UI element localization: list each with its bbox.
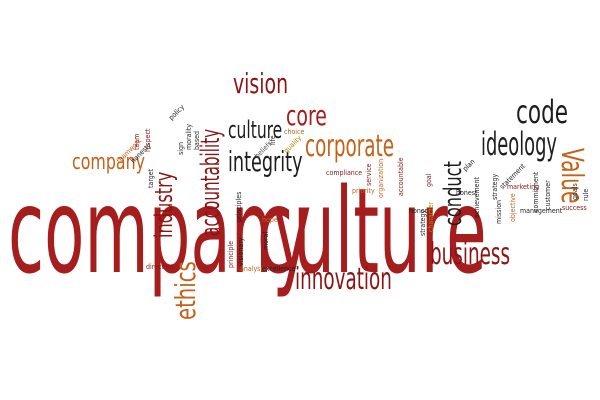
word-culture-small: culture	[228, 116, 283, 144]
word-corporate: corporate	[305, 129, 395, 164]
word-choice: choice	[284, 128, 305, 136]
word-sign: sign	[177, 141, 185, 155]
word-vision: vision	[233, 67, 289, 100]
word-commitment: commitment	[532, 171, 540, 212]
word-visionary: visionary	[237, 237, 245, 266]
word-rule: rule	[582, 188, 590, 201]
word-ideology: ideology	[481, 125, 557, 163]
word-industry: industry	[150, 171, 178, 238]
word-accountability: accountability	[196, 128, 226, 236]
word-life: life	[269, 135, 277, 145]
word-ethics: ethics	[169, 261, 202, 320]
word-objective: objective	[509, 193, 517, 222]
word-company-large: company	[8, 162, 312, 300]
word-goals: goals	[571, 183, 579, 200]
word-honor: honor	[409, 207, 428, 215]
word-direction: direction	[146, 263, 174, 271]
word-principle: principle	[227, 240, 235, 268]
word-achievement: achievement	[473, 176, 481, 218]
word-innovation: innovation	[295, 262, 392, 297]
word-business: business	[430, 237, 511, 272]
word-culture-large: culture	[257, 162, 487, 300]
word-strategy-left: strategy	[419, 209, 427, 236]
word-strategy-right: strategy	[491, 173, 499, 200]
word-compliance: compliance	[326, 169, 363, 177]
word-goal: goal	[425, 173, 433, 187]
word-mission: mission	[495, 199, 503, 224]
word-principles: principles	[235, 191, 243, 222]
word-management: management	[520, 207, 563, 215]
word-marketing: marketing	[507, 183, 540, 191]
word-character: character	[427, 201, 435, 232]
word-honest: honest	[456, 189, 478, 197]
word-analysis: analysis	[240, 265, 266, 273]
word-target: target	[147, 168, 155, 188]
word-service: service	[365, 163, 373, 186]
word-integrity: integrity	[228, 145, 303, 178]
word-customer: customer	[544, 180, 552, 210]
word-core: core	[286, 99, 327, 132]
word-morality: morality	[185, 123, 193, 150]
word-priority: priority	[352, 187, 375, 195]
word-organization: organization	[377, 158, 385, 198]
word-moral: moral	[262, 231, 270, 250]
word-accountable: accountable	[397, 157, 405, 196]
word-hope: hope	[262, 216, 278, 224]
word-success: success	[562, 204, 587, 212]
word-excellence: excellence	[262, 265, 296, 273]
word-based: based	[193, 130, 201, 150]
word-company-small: company	[72, 150, 145, 175]
word-policy: policy	[167, 103, 187, 122]
word-code: code	[516, 93, 569, 131]
